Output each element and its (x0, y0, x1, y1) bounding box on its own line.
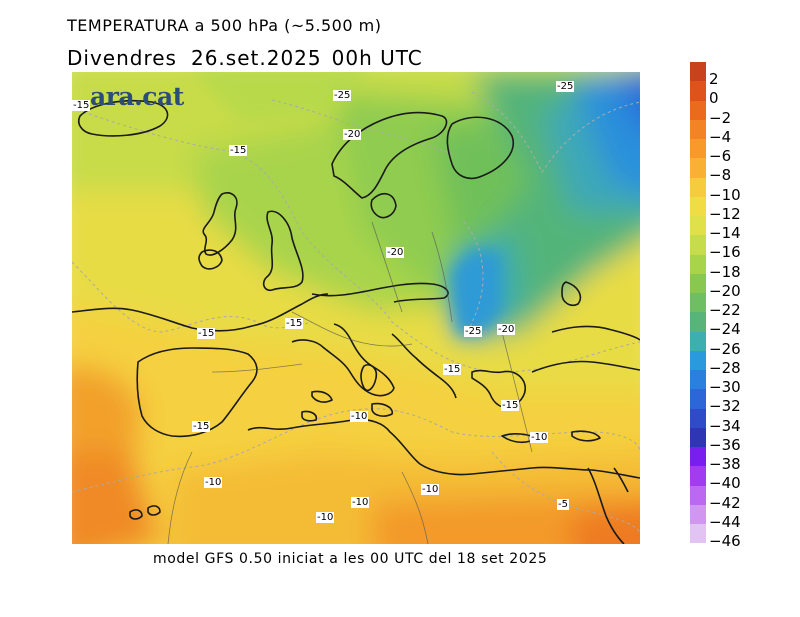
legend-swatch (690, 81, 706, 101)
legend-swatch (690, 350, 706, 370)
contour-label: -15 (443, 364, 462, 375)
legend-tick-label: −22 (709, 301, 741, 319)
contour-label: -10 (530, 432, 549, 443)
legend-swatch (690, 100, 706, 120)
legend-swatch (690, 466, 706, 486)
legend-swatch (690, 293, 706, 313)
contour-label: -5 (557, 499, 569, 510)
legend-tick-label: 0 (709, 89, 719, 108)
temperature-field (72, 72, 640, 544)
legend-swatch (690, 427, 706, 447)
legend-swatch (690, 235, 706, 255)
legend-swatch (690, 312, 706, 332)
cold-trough (196, 72, 502, 336)
legend-tick-label: −4 (709, 127, 732, 146)
legend-swatch (690, 158, 706, 178)
legend-swatch (690, 139, 706, 159)
legend-swatch (690, 389, 706, 409)
legend-swatch (690, 216, 706, 236)
legend-swatch (690, 196, 706, 216)
legend-tick-label: −8 (709, 166, 732, 185)
legend-tick-label: −42 (709, 493, 741, 512)
legend-tick-label: −32 (709, 397, 741, 416)
legend-tick-label: −34 (709, 416, 741, 435)
contour-label: -15 (285, 318, 304, 329)
model-footer: model GFS 0.50 iniciat a les 00 UTC del … (153, 551, 548, 567)
legend-swatch (690, 447, 706, 467)
legend-tick-label: −14 (709, 224, 741, 242)
legend-tick-label: −12 (709, 204, 741, 223)
legend-swatch (690, 485, 706, 505)
contour-label: -15 (197, 328, 216, 339)
borders (167, 221, 533, 544)
chart-subtitle: Divendres 26.set.2025 00h UTC (67, 46, 423, 70)
legend-tick-label: −24 (709, 320, 741, 339)
legend-swatch (690, 524, 706, 544)
legend-tick-label: −40 (709, 474, 741, 493)
legend-tick-label: −26 (709, 339, 741, 358)
contour-label: -15 (192, 421, 211, 432)
legend-swatch (690, 331, 706, 351)
contour-label: -20 (497, 324, 516, 335)
legend-tick-label: −6 (709, 147, 732, 165)
legend-swatch (690, 370, 706, 390)
legend-tick-label: −44 (709, 512, 741, 531)
temperature-map: ara.cat -15 -25 -25 -20 -15 -20 -15 -15 … (72, 72, 640, 544)
legend-tick-label: −16 (709, 243, 741, 262)
contour-label: -25 (333, 90, 352, 101)
time-label: 00h UTC (331, 46, 423, 70)
legend-tick-label: −10 (709, 185, 741, 204)
legend-tick-label: −38 (709, 455, 741, 473)
contour-label: -15 (501, 400, 520, 411)
map-field (72, 72, 640, 544)
legend-tick-label: 2 (709, 70, 719, 88)
legend-swatch (690, 177, 706, 197)
legend-tick-label: −28 (709, 358, 741, 377)
legend-swatch (690, 273, 706, 293)
legend-tick-label: −18 (709, 262, 741, 281)
legend-tick-label: −2 (709, 108, 732, 127)
legend-swatch (690, 254, 706, 274)
contour-label: -25 (464, 326, 483, 337)
legend-swatch (690, 504, 706, 524)
contour-label: -10 (351, 497, 370, 508)
contour-label: -10 (316, 512, 335, 523)
legend-tick-label: −36 (709, 435, 741, 454)
contour-label: -10 (421, 484, 440, 495)
contour-label: -10 (350, 411, 369, 422)
legend-tick-label: −46 (709, 532, 741, 550)
legend-swatch (690, 62, 706, 82)
contour-label: -25 (556, 81, 575, 92)
color-legend (690, 62, 706, 544)
chart-title: TEMPERATURA a 500 hPa (~5.500 m) (67, 16, 382, 35)
legend-tick-label: −20 (709, 281, 741, 300)
contour-label: -15 (72, 100, 91, 111)
legend-swatch (690, 408, 706, 428)
date-label: 26.set.2025 (190, 46, 322, 70)
contour-label: -20 (386, 247, 405, 258)
legend-swatch (690, 119, 706, 139)
contour-label: -15 (229, 145, 248, 156)
legend-tick-label: −30 (709, 378, 741, 396)
contour-label: -10 (204, 477, 223, 488)
day-label: Divendres (67, 46, 177, 70)
ara-cat-logo: ara.cat (90, 82, 184, 111)
contour-label: -20 (343, 129, 362, 140)
